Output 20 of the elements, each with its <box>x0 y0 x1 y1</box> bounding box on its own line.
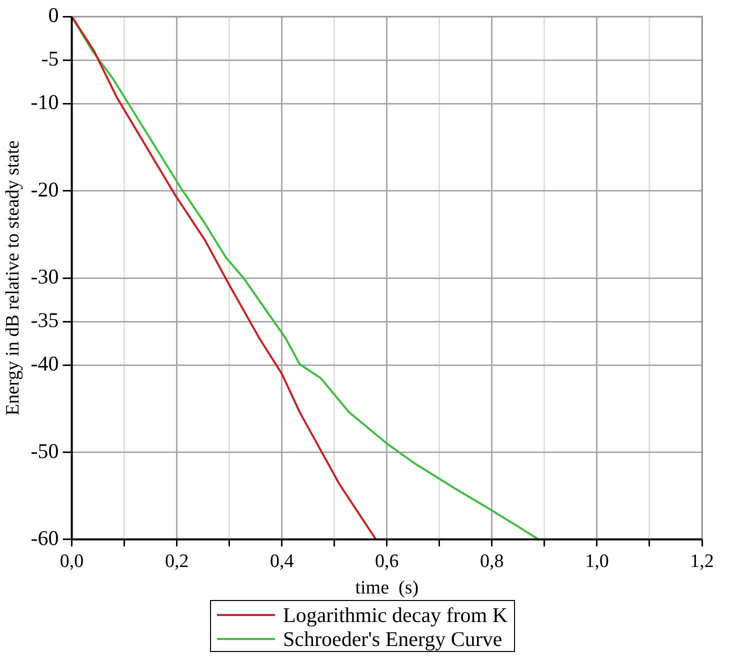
y-tick-label: -20 <box>30 177 59 202</box>
y-tick-label: 0 <box>48 3 59 28</box>
x-tick-label: 0,0 <box>60 550 84 572</box>
x-tick-label: 1,0 <box>585 550 609 572</box>
x-tick-label: 0,6 <box>375 550 399 572</box>
y-tick-label: -50 <box>30 438 59 463</box>
x-tick-label: 1,2 <box>690 550 714 572</box>
legend-label: Logarithmic decay from K <box>283 603 508 627</box>
y-tick-label: -60 <box>30 526 59 550</box>
x-tick-label: 0,8 <box>480 550 504 572</box>
y-axis-title: Energy in dB relative to steady state <box>2 140 24 416</box>
y-tick-label: -5 <box>41 46 59 71</box>
x-tick-label: 0,2 <box>164 550 189 572</box>
y-tick-label: -40 <box>30 352 59 376</box>
y-tick-label: -10 <box>30 90 59 114</box>
y-tick-label: -35 <box>30 308 59 332</box>
legend-label: Schroeder's Energy Curve <box>283 627 502 651</box>
x-axis-title: time (s) <box>355 578 419 599</box>
y-tick-label: -30 <box>30 264 59 289</box>
x-tick-label: 0,4 <box>270 550 294 572</box>
